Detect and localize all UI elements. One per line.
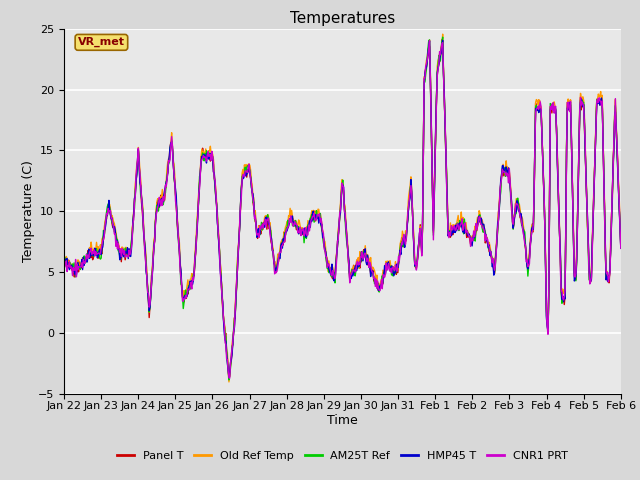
Panel T [411,262,419,267]
CNR1 PRT [214,214,221,220]
Panel T [127,242,135,248]
AM25T Ref [70,260,78,266]
Title: Temperatures: Temperatures [290,11,395,26]
AM25T Ref [428,119,435,125]
AM25T Ref [127,239,135,244]
Line: CNR1 PRT: CNR1 PRT [64,40,621,378]
HMP45 T [184,287,192,293]
Panel T [214,215,221,220]
Old Ref Temp [411,260,419,265]
HMP45 T [70,267,78,273]
CNR1 PRT [428,155,436,160]
CNR1 PRT [60,264,68,270]
Line: AM25T Ref: AM25T Ref [64,37,621,380]
CNR1 PRT [226,375,234,381]
CNR1 PRT [70,267,78,273]
AM25T Ref [411,264,419,269]
AM25T Ref [439,34,447,40]
HMP45 T [428,108,435,114]
Panel T [438,37,445,43]
Text: VR_met: VR_met [78,37,125,48]
CNR1 PRT [617,245,625,251]
AM25T Ref [617,243,625,249]
Old Ref Temp [60,252,68,258]
Old Ref Temp [70,269,78,275]
AM25T Ref [225,377,233,383]
Old Ref Temp [214,213,221,218]
Panel T [70,274,78,279]
Panel T [60,255,68,261]
CNR1 PRT [184,287,192,292]
Panel T [428,108,435,114]
AM25T Ref [184,289,192,295]
Old Ref Temp [428,115,435,120]
HMP45 T [127,247,135,253]
HMP45 T [617,245,625,251]
CNR1 PRT [127,245,135,251]
HMP45 T [225,374,233,380]
Legend: Panel T, Old Ref Temp, AM25T Ref, HMP45 T, CNR1 PRT: Panel T, Old Ref Temp, AM25T Ref, HMP45 … [113,446,572,466]
HMP45 T [439,37,447,43]
Old Ref Temp [225,379,233,385]
CNR1 PRT [411,261,419,267]
Panel T [617,245,625,251]
Old Ref Temp [439,31,447,37]
Line: HMP45 T: HMP45 T [64,40,621,377]
X-axis label: Time: Time [327,414,358,427]
AM25T Ref [60,255,68,261]
HMP45 T [214,220,221,226]
Old Ref Temp [184,277,192,283]
Panel T [225,374,233,380]
Line: Panel T: Panel T [64,40,621,377]
Y-axis label: Temperature (C): Temperature (C) [22,160,35,262]
Line: Old Ref Temp: Old Ref Temp [64,34,621,382]
CNR1 PRT [426,37,433,43]
AM25T Ref [214,209,221,215]
Panel T [184,291,192,297]
HMP45 T [411,263,419,269]
Old Ref Temp [127,241,135,247]
Old Ref Temp [617,239,625,245]
HMP45 T [60,260,68,266]
